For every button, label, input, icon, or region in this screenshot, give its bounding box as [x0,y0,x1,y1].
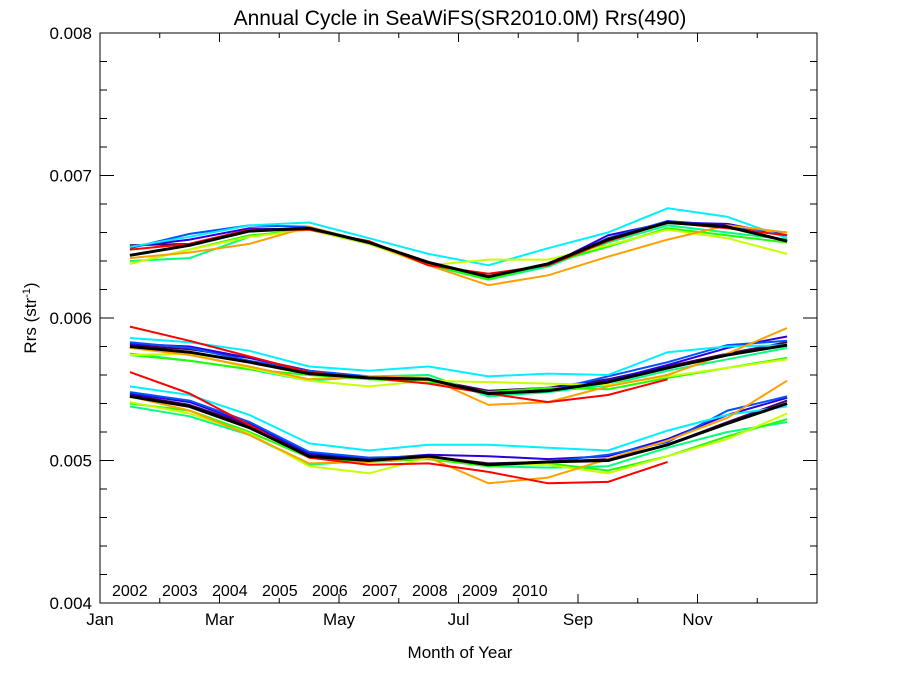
x-axis-label: Month of Year [408,643,513,662]
y-axis-label: Rrs (str-1) [21,282,40,353]
y-tick-label: 0.004 [49,594,92,613]
plot-frame [99,32,818,604]
series-line-lower-2005 [129,385,788,452]
series-line-middle-mean [129,343,788,395]
chart-title: Annual Cycle in SeaWiFS(SR2010.0M) Rrs(4… [234,7,687,30]
series-line-upper-2009 [129,224,788,287]
legend-entry-2008: 2008 [412,583,448,600]
legend-entry-2004: 2004 [212,583,248,600]
series-line-lower-mean [129,394,788,467]
x-tick-label: Jan [86,610,113,629]
series-line-lower-2010 [129,371,668,485]
x-tick-label: Nov [682,610,713,629]
legend-entry-2006: 2006 [312,583,348,600]
x-axis: Jan Mar May Jul Sep Nov [86,33,818,629]
y-tick-label: 0.006 [49,309,92,328]
series-line-upper-mean [129,221,788,279]
series-lines [129,207,788,485]
series-line-upper-2007 [129,227,788,281]
y-tick-label: 0.008 [49,24,92,43]
y-tick-label: 0.005 [49,452,92,471]
legend-entry-2005: 2005 [262,583,298,600]
x-tick-label: Jul [448,610,470,629]
x-tick-label: May [323,610,356,629]
legend-entry-2007: 2007 [362,583,398,600]
legend-entry-2003: 2003 [162,583,198,600]
legend: 2002 2003 2004 2005 2006 2007 2008 2009 2010 [112,583,548,600]
series-line-middle-2009 [129,327,788,406]
series-line-middle-2010 [129,325,668,404]
series-line-upper-2005 [129,207,788,267]
legend-entry-2010: 2010 [512,583,548,600]
y-axis: 0.004 0.005 0.006 0.007 0.008 [49,24,817,613]
y-tick-label: 0.007 [49,167,92,186]
series-line-upper-2008 [129,228,788,267]
legend-entry-2009: 2009 [462,583,498,600]
series-line-middle-2005 [129,337,788,378]
series-line-lower-2009 [129,379,788,485]
legend-entry-2002: 2002 [112,583,148,600]
x-tick-label: Sep [563,610,593,629]
x-tick-label: Mar [205,610,235,629]
